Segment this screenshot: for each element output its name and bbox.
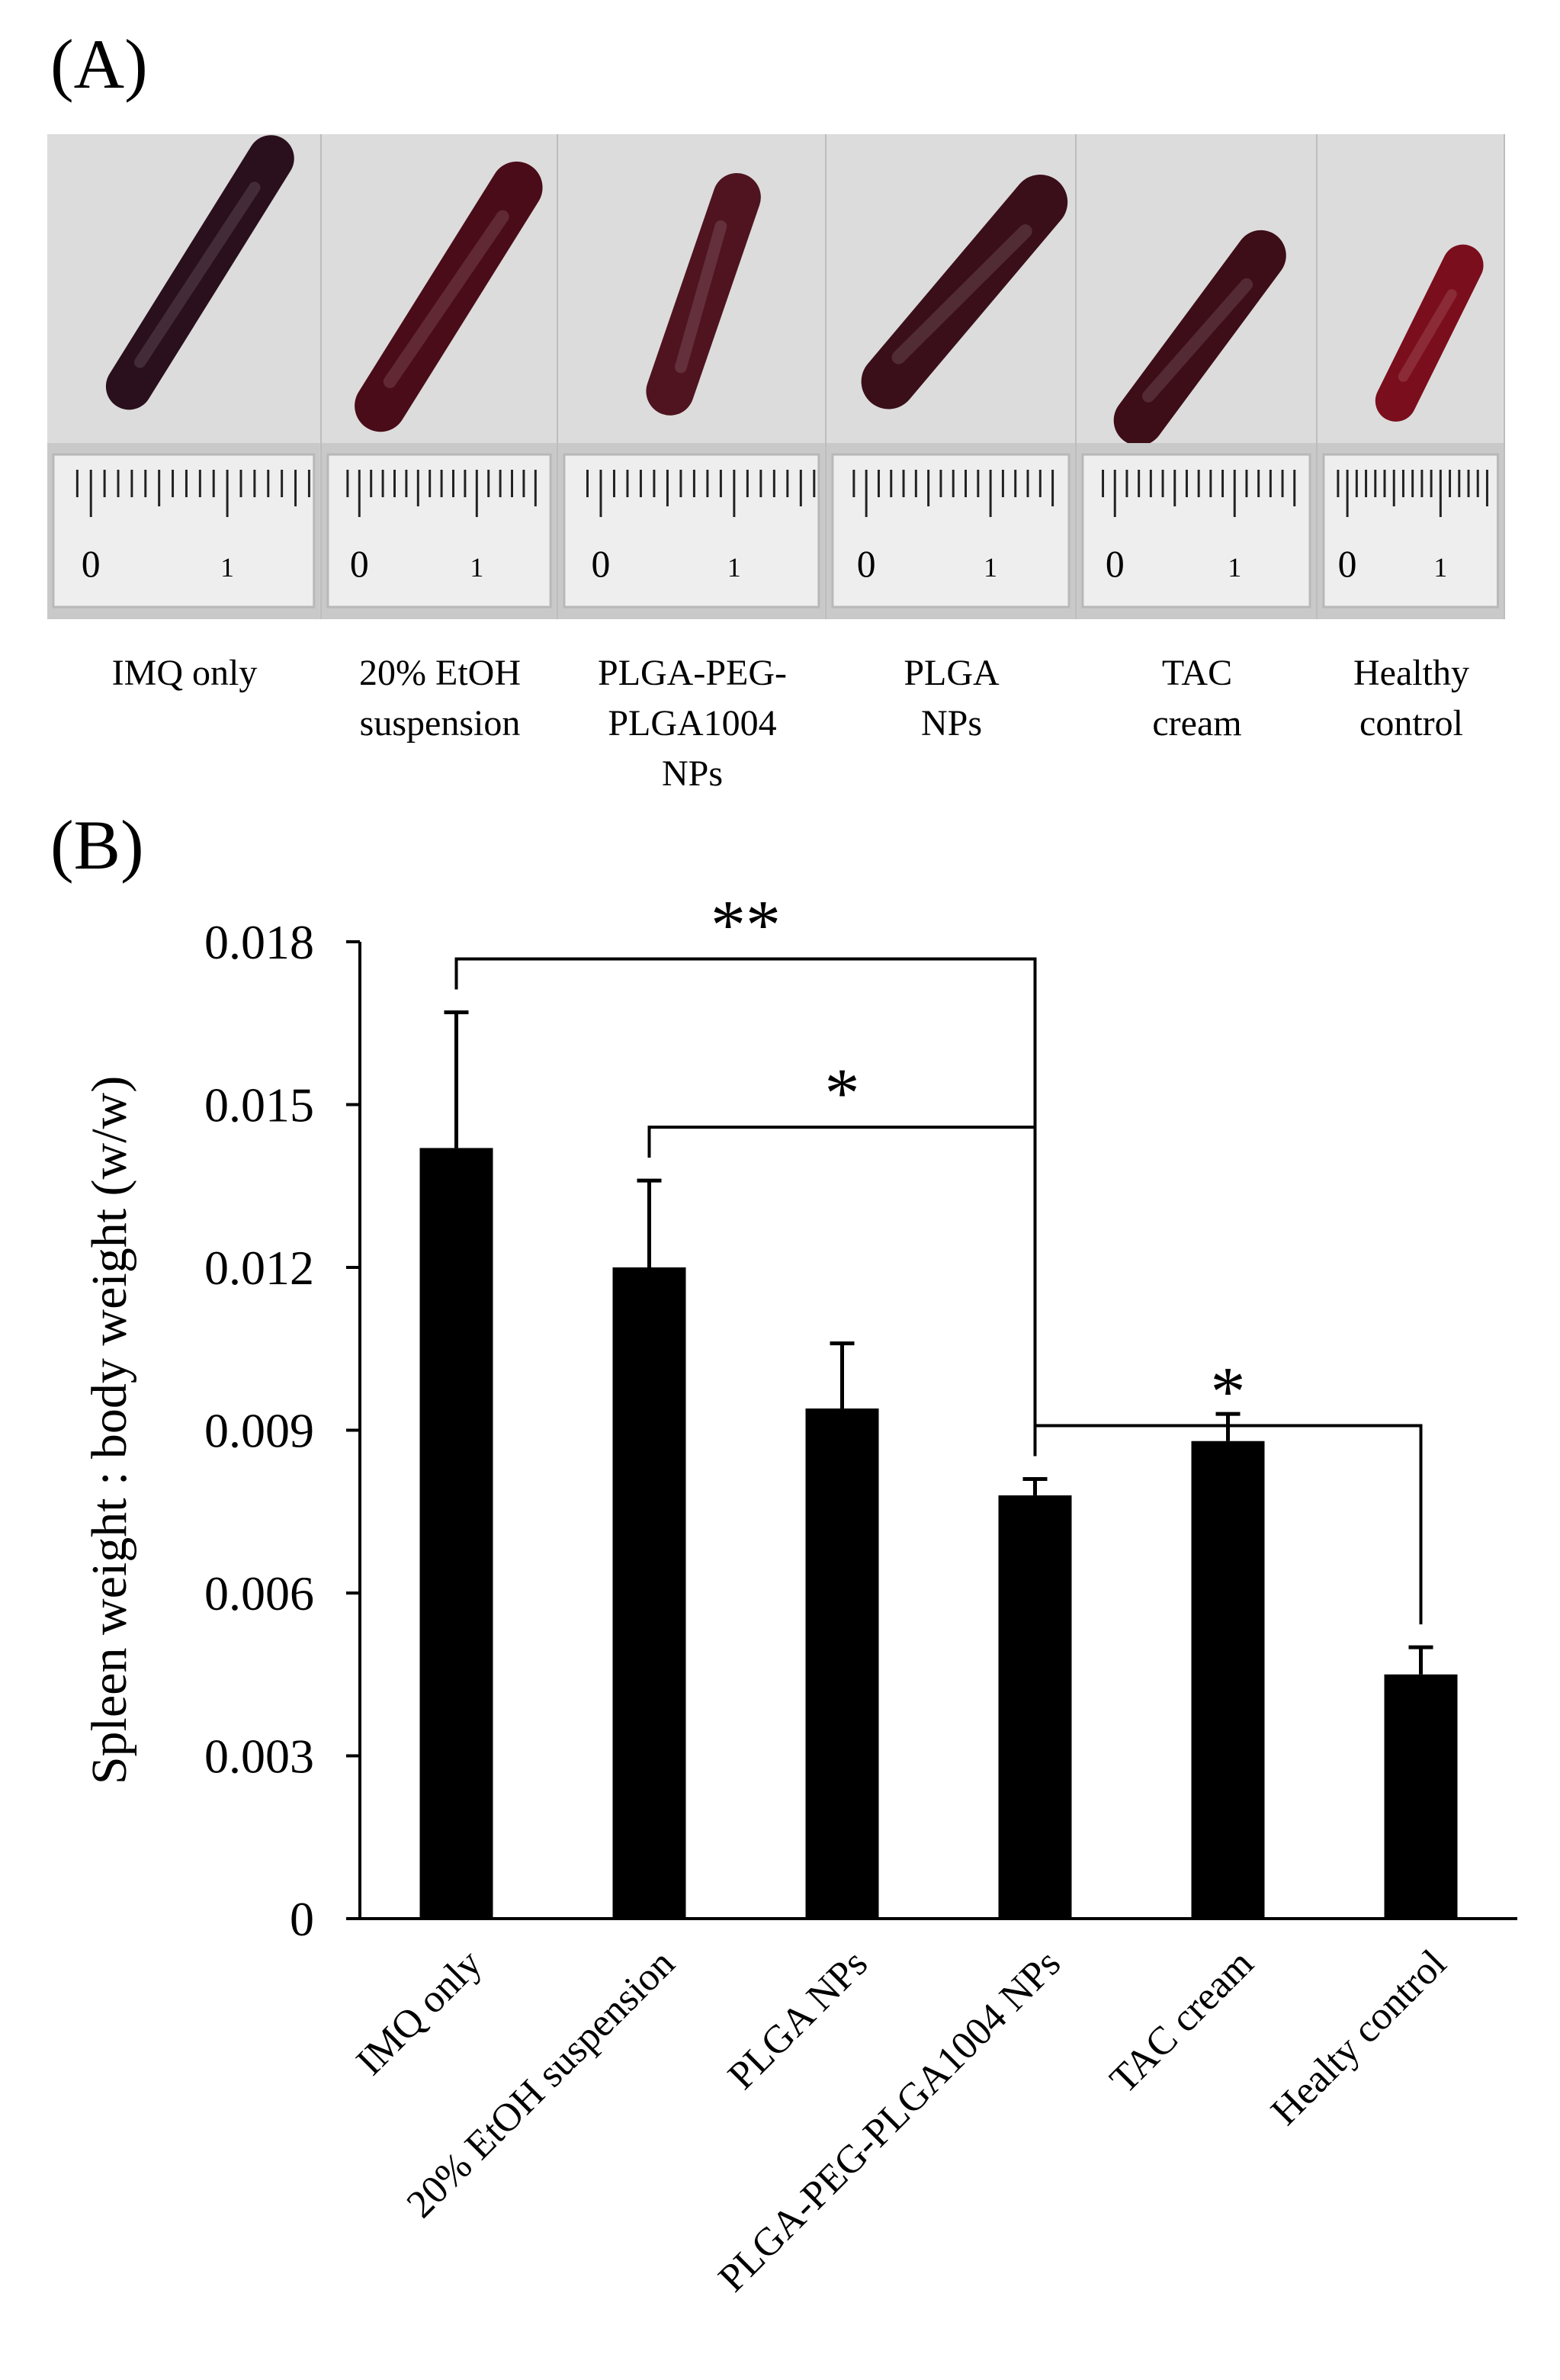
spleen-tissue [354,161,543,432]
y-tick-label: 0.018 [204,915,314,969]
significance-label: ** [711,886,781,964]
tissue-highlight [891,224,1032,365]
photo-label-line: IMQ only [111,653,258,693]
ruler-ticks [1336,470,1488,517]
ruler-mark-1: 1 [1228,552,1241,583]
photo-label: IMQ only [47,648,322,800]
ruler [831,453,1070,609]
ruler [52,453,316,609]
y-tick-label: 0.009 [204,1404,314,1458]
bar [1191,1441,1265,1919]
photo-label-line: NPs [920,703,983,744]
bar [419,1148,493,1919]
significance-bracket: * [647,1054,1037,1457]
ruler [1080,453,1311,609]
ruler-mark-1: 1 [727,552,741,583]
spleen-tissue [646,173,761,416]
bar [805,1408,879,1919]
bar [612,1267,686,1919]
ruler-mark-1: 1 [1433,552,1447,583]
photo-label: TAC cream [1077,648,1318,800]
photo-label-line: PLGA-PEG- [598,653,787,693]
photo-background [1076,134,1316,443]
x-tick-label: IMQ only [348,1942,490,2083]
x-tick-label: PLGA-PEG-PLGA1004 NPs [711,1942,1069,2300]
y-tick-label: 0 [290,1892,314,1946]
ruler-ticks [852,470,1054,517]
panel-b-label: (B) [50,806,144,884]
spleen-weight-bar-chart: Spleen weight : body weight (w/w) 0 0.003 0… [82,886,1517,2301]
tissue-highlight [134,181,261,368]
ruler-ticks [1101,470,1295,517]
significance-label: * [825,1054,860,1132]
ruler [563,453,820,609]
photo-label-line: PLGA1004 [608,703,777,744]
photo-label-line: TAC [1161,653,1233,693]
panel-a-label: (A) [50,25,148,103]
tissue-highlight [383,210,509,388]
photo-label: 20% EtOH suspension [322,648,558,800]
photo-label: Healthy control [1318,648,1505,800]
y-tick-label: 0.003 [204,1730,314,1784]
tissue-highlight [1398,289,1457,382]
bar [998,1495,1072,1919]
ruler-mark-1: 1 [984,552,997,583]
y-tick-label: 0.012 [204,1241,314,1295]
photo-label-line: 20% EtOH [359,653,521,693]
spleen-tissue [1113,230,1286,446]
ruler-mark-0: 0 [591,543,610,585]
significance-bracket: ** [454,886,1037,1457]
photo-label-row: IMQ only 20% EtOH suspension PLGA-PEG- PLGA1… [47,648,1505,800]
ruler-mark-1: 1 [220,552,234,583]
photo-label-line: Healthy [1353,653,1469,693]
ruler-mark-0: 0 [1105,543,1124,585]
photo-label-line: cream [1152,703,1242,744]
photo-label-line: PLGA [904,653,1000,693]
y-tick-label: 0.015 [204,1078,314,1132]
tissue-highlight [674,220,727,374]
spleen-tissue [861,174,1067,410]
photo-label-line: NPs [661,753,724,795]
photo-label: PLGA NPs [827,648,1077,800]
x-tick-label: PLGA NPs [720,1942,876,2098]
bar [1384,1674,1458,1919]
photo-label-line: control [1359,703,1463,744]
ruler-mark-0: 0 [1337,543,1356,585]
y-axis-label: Spleen weight : body weight (w/w) [82,1076,137,1784]
significance-label: * [1211,1353,1246,1431]
ruler-ticks [346,470,537,517]
ruler [326,453,552,609]
x-tick-label: TAC cream [1102,1942,1262,2102]
x-tick-label: Healty control [1263,1942,1455,2134]
tissue-highlight [1141,278,1253,403]
ruler-mark-0: 0 [350,543,369,585]
photo-label-line: suspension [359,703,521,744]
ruler-mark-0: 0 [82,543,101,585]
ruler-ticks [586,470,816,517]
ruler-mark-0: 0 [856,543,875,585]
spleen-tissue [1375,244,1484,422]
y-tick-label: 0.006 [204,1566,314,1620]
spleen-tissue [105,135,294,410]
ruler-ticks [75,470,310,517]
photo-label: PLGA-PEG- PLGA1004 NPs [558,648,827,800]
significance-bracket: * [1033,1353,1423,1625]
ruler-mark-1: 1 [470,552,483,583]
